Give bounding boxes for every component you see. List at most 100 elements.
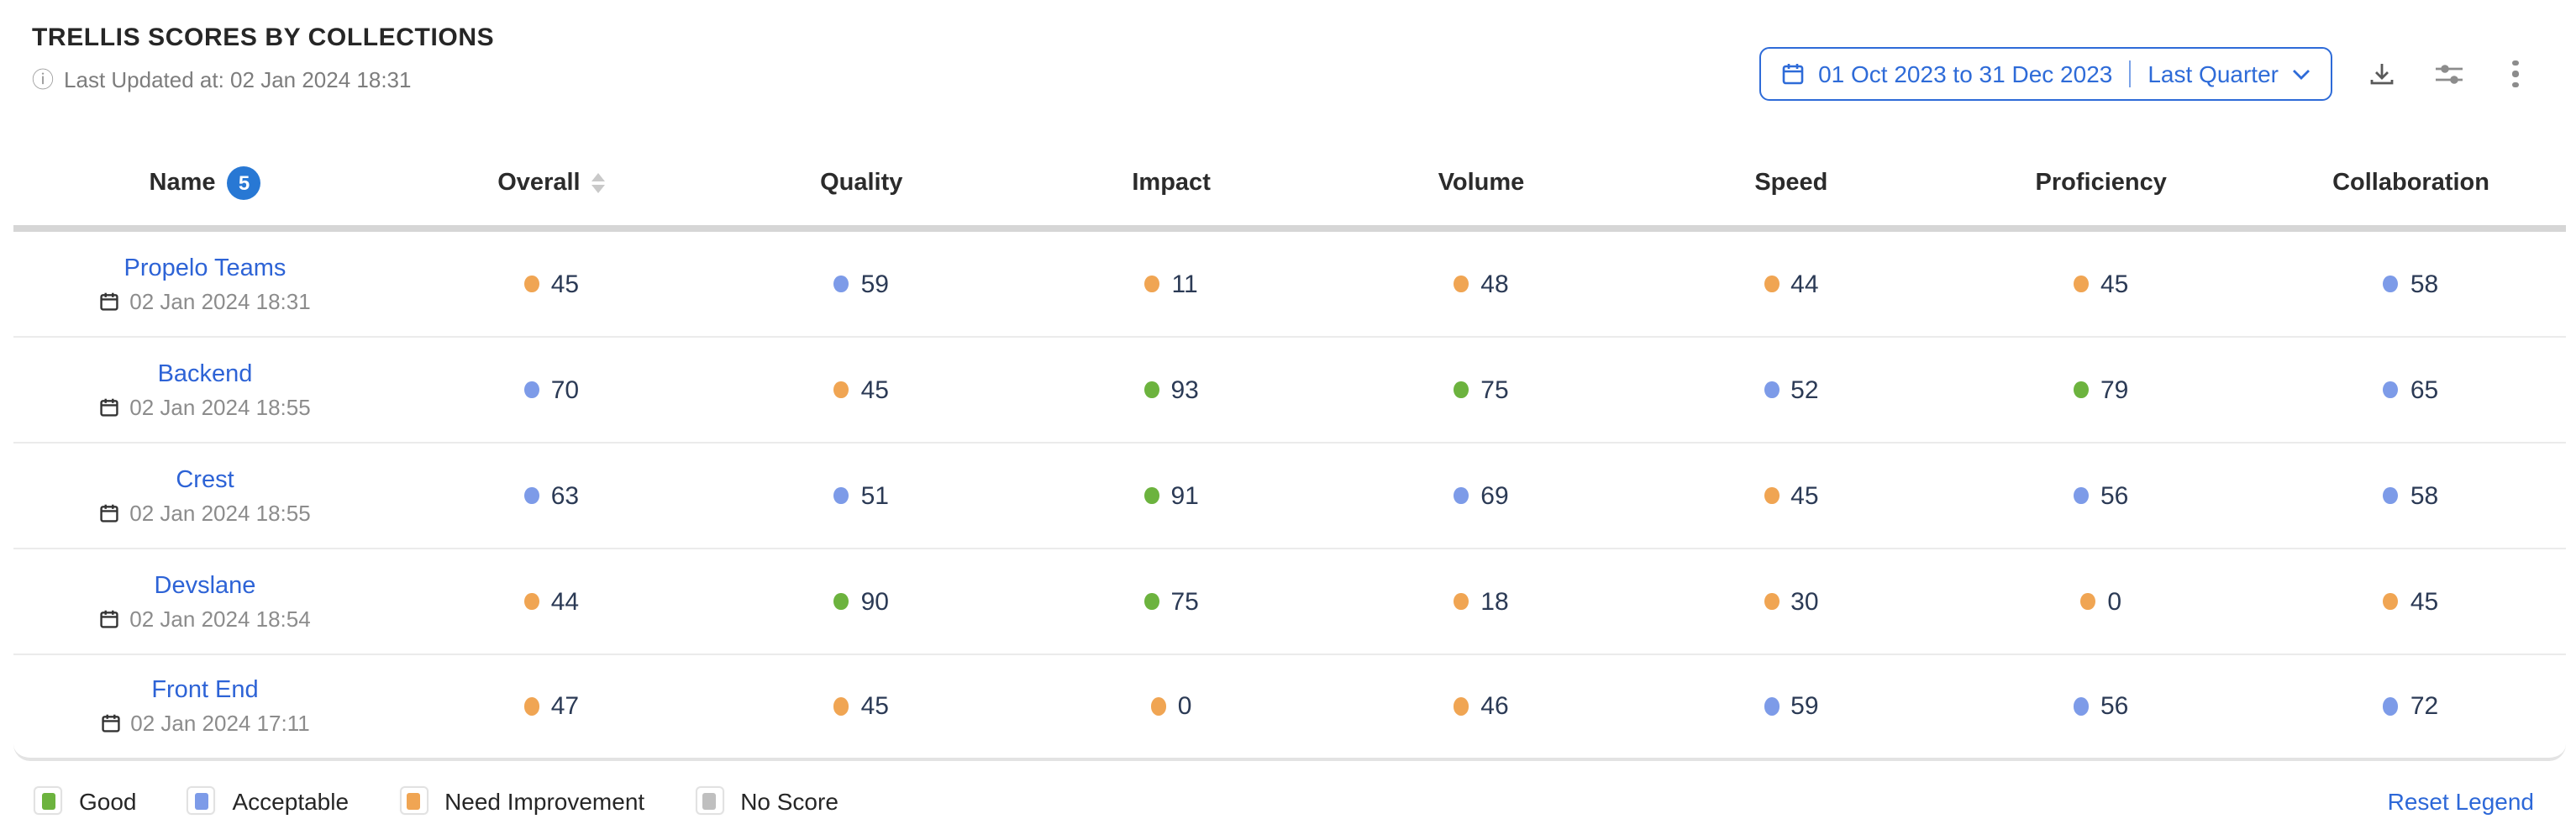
score-cell[interactable]: 45 [397,270,707,298]
table-row: Front End 02 Jan 2024 17:11 47 45 0 [13,655,2566,761]
legend-label: Need Improvement [444,787,645,814]
collection-link[interactable]: Backend [157,360,253,387]
score-cell[interactable]: 59 [707,270,1017,298]
score-cell[interactable]: 45 [2256,587,2566,616]
score-cell[interactable]: 0 [1017,692,1327,721]
collection-link[interactable]: Propelo Teams [124,255,287,281]
score-value: 58 [2410,481,2439,510]
score-status-dot [833,381,849,399]
score-cell[interactable]: 51 [707,481,1017,510]
score-cell[interactable]: 63 [397,481,707,510]
column-header-name: Name 5 [13,166,397,200]
legend-items: Good Acceptable Need Improvement No Scor… [34,786,839,815]
last-updated: ⓘ Last Updated at: 02 Jan 2024 18:31 [32,67,494,92]
score-cell[interactable]: 58 [2256,270,2566,298]
collection-link[interactable]: Devslane [154,572,256,599]
score-cell[interactable]: 45 [1946,270,2256,298]
score-value: 45 [860,375,889,404]
score-value: 72 [2410,692,2439,721]
score-cell[interactable]: 56 [1946,692,2256,721]
score-cell[interactable]: 45 [707,375,1017,404]
score-cell[interactable]: 44 [397,587,707,616]
scores-table: Name 5 Overall Quality Impact Volume Spe… [13,141,2566,761]
score-cell[interactable]: 79 [1946,375,2256,404]
score-status-dot [2074,275,2089,293]
info-icon: ⓘ [32,67,55,92]
legend-swatch [41,792,55,809]
settings-sliders-button[interactable] [2430,55,2467,92]
score-value: 46 [1480,692,1509,721]
reset-legend-link[interactable]: Reset Legend [2387,787,2534,814]
score-cell[interactable]: 59 [1636,692,1946,721]
download-button[interactable] [2363,55,2400,92]
score-value: 58 [2410,270,2439,298]
score-cell[interactable]: 0 [1946,587,2256,616]
score-cell[interactable]: 58 [2256,481,2566,510]
row-updated-text: 02 Jan 2024 18:55 [129,500,311,525]
column-header-impact: Impact [1132,170,1211,197]
score-value: 30 [1790,587,1819,616]
score-status-dot [1143,592,1159,611]
score-cell[interactable]: 30 [1636,587,1946,616]
score-value: 56 [2100,692,2129,721]
name-cell: Propelo Teams 02 Jan 2024 18:31 [13,255,397,313]
score-cell[interactable]: 70 [397,375,707,404]
calendar-icon [100,397,118,416]
legend-swatch [194,792,208,809]
score-cell[interactable]: 56 [1946,481,2256,510]
score-cell[interactable]: 90 [707,587,1017,616]
sort-toggle-icon[interactable] [591,172,606,194]
date-range-button[interactable]: 01 Oct 2023 to 31 Dec 2023 Last Quarter [1759,47,2332,101]
legend-item[interactable]: No Score [695,786,839,815]
score-status-dot [1454,381,1469,399]
column-header-speed: Speed [1754,170,1828,197]
score-value: 59 [860,270,889,298]
legend-item[interactable]: Good [34,786,137,815]
score-status-dot [1764,486,1780,505]
score-status-dot [1144,275,1160,293]
score-cell[interactable]: 44 [1636,270,1946,298]
score-cell[interactable]: 47 [397,692,707,721]
score-cell[interactable]: 18 [1327,587,1637,616]
score-value: 52 [1790,375,1819,404]
legend-item[interactable]: Need Improvement [399,786,644,815]
score-cell[interactable]: 45 [1636,481,1946,510]
score-value: 93 [1170,375,1199,404]
score-cell[interactable]: 46 [1327,692,1637,721]
score-status-dot [2080,592,2096,611]
row-updated: 02 Jan 2024 18:54 [99,606,311,631]
collection-link[interactable]: Front End [151,677,259,704]
score-status-dot [833,592,849,611]
column-header-quality: Quality [820,170,903,197]
legend-label: Acceptable [232,787,350,814]
collection-link[interactable]: Crest [176,466,234,493]
score-cell[interactable]: 45 [707,692,1017,721]
more-options-button[interactable] [2497,55,2534,92]
score-cell[interactable]: 72 [2256,692,2566,721]
legend-item[interactable]: Acceptable [187,786,350,815]
score-cell[interactable]: 75 [1017,587,1327,616]
name-cell: Front End 02 Jan 2024 17:11 [13,677,397,736]
score-value: 45 [860,692,889,721]
column-header-proficiency: Proficiency [2035,170,2167,197]
score-status-dot [2074,697,2089,716]
score-cell[interactable]: 93 [1017,375,1327,404]
score-cell[interactable]: 65 [2256,375,2566,404]
row-updated-text: 02 Jan 2024 18:55 [129,394,311,419]
name-cell: Crest 02 Jan 2024 18:55 [13,466,397,525]
column-header-overall[interactable]: Overall [397,170,707,197]
score-value: 0 [1177,692,1192,721]
score-cell[interactable]: 11 [1017,270,1327,298]
widget-header: TRELLIS SCORES BY COLLECTIONS ⓘ Last Upd… [0,0,2576,101]
score-value: 69 [1480,481,1509,510]
score-status-dot [1454,486,1469,505]
score-cell[interactable]: 69 [1327,481,1637,510]
score-cell[interactable]: 91 [1017,481,1327,510]
score-cell[interactable]: 52 [1636,375,1946,404]
row-updated: 02 Jan 2024 17:11 [100,711,310,736]
score-cell[interactable]: 75 [1327,375,1637,404]
row-updated: 02 Jan 2024 18:55 [99,500,311,525]
score-cell[interactable]: 48 [1327,270,1637,298]
score-status-dot [2383,592,2399,611]
score-value: 44 [1790,270,1819,298]
